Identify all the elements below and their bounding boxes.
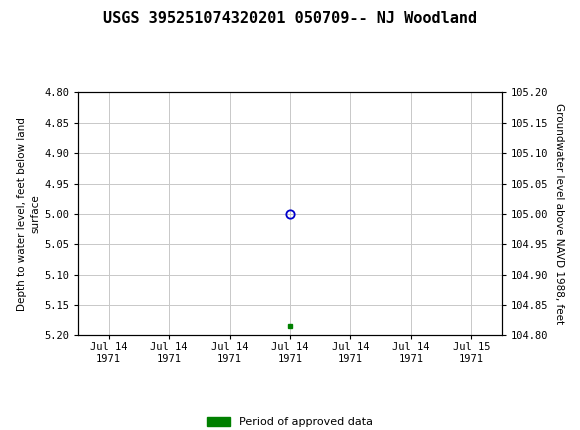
Y-axis label: Depth to water level, feet below land
surface: Depth to water level, feet below land su…	[17, 117, 40, 311]
Text: USGS 395251074320201 050709-- NJ Woodland: USGS 395251074320201 050709-- NJ Woodlan…	[103, 11, 477, 26]
Legend: Period of approved data: Period of approved data	[208, 417, 372, 427]
Text: USGS: USGS	[24, 15, 84, 34]
Text: ≡: ≡	[7, 11, 30, 39]
Y-axis label: Groundwater level above NAVD 1988, feet: Groundwater level above NAVD 1988, feet	[554, 103, 564, 325]
